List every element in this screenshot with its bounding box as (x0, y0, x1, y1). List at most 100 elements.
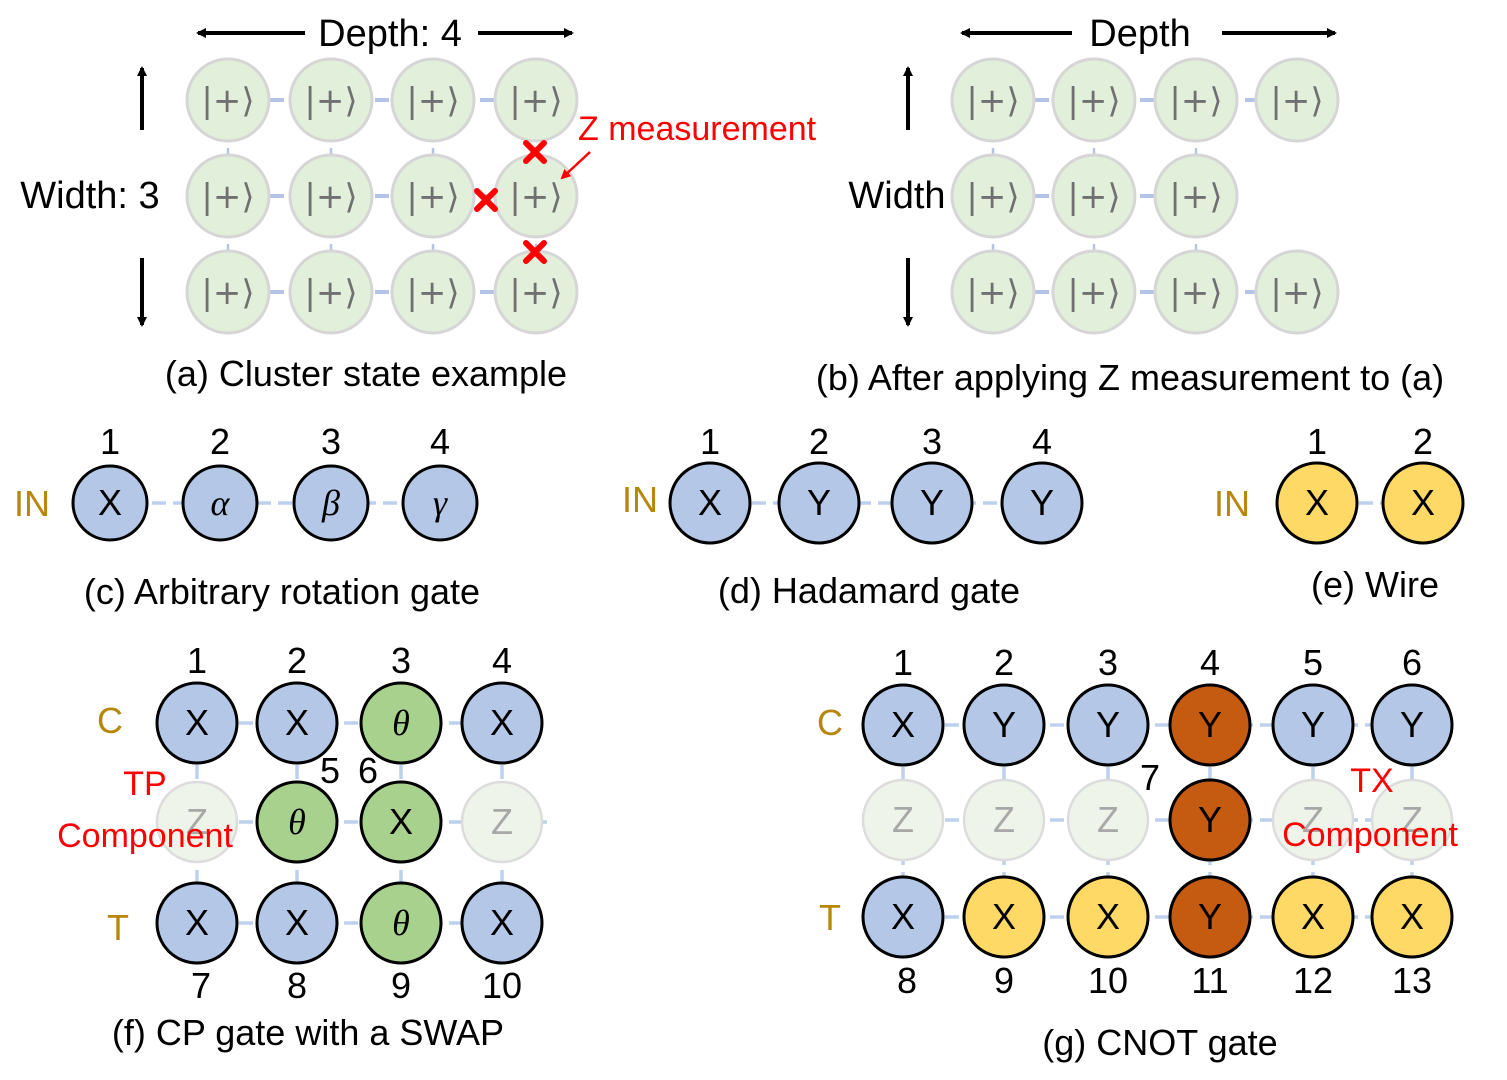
node-g-mid-6-circle (1370, 778, 1454, 862)
node-g-mid-3-label: Z (1097, 799, 1119, 840)
node-d-2-circle (777, 461, 861, 545)
z-measurement-label: Z measurement (578, 110, 817, 148)
node-g-top-2-label: Y (992, 704, 1016, 745)
node-c-3-circle (292, 464, 370, 542)
node-f-bottom-1-circle (155, 881, 239, 965)
index-e-1: 1 (1307, 421, 1327, 462)
caption-a: (a) Cluster state example (165, 353, 567, 394)
node-g-mid-3-circle (1066, 778, 1150, 862)
cluster-node-a-0-0-circle (185, 57, 271, 143)
node-g-bottom-2-circle (962, 875, 1046, 959)
cluster-node-a-0-3: |+⟩ (493, 57, 579, 143)
node-g-top-2-circle (962, 683, 1046, 767)
node-f-mid-3: X (359, 780, 443, 864)
node-f-mid-4-circle (460, 780, 544, 864)
node-e-2: X (1381, 461, 1465, 545)
cluster-node-b-0-0-circle (950, 57, 1036, 143)
cluster-node-b-1-1-label: |+⟩ (1067, 177, 1120, 217)
index-g-bottom-5: 12 (1293, 960, 1333, 1001)
node-g-top-1-label: X (891, 704, 915, 745)
index-f-mid-6: 6 (358, 750, 378, 791)
node-g-bottom-4-circle (1168, 875, 1252, 959)
node-g-mid-6-label: Z (1401, 799, 1423, 840)
cluster-node-b-0-2-circle (1153, 57, 1239, 143)
panel-b: Depth Width |+⟩ |+⟩ |+⟩ |+⟩|+⟩ |+⟩ |+⟩|+⟩ |+⟩ |… (816, 13, 1444, 398)
panel-g: C T 1XZX82YZX93YZX104YYY115YZX126YZX137 … (817, 642, 1458, 1063)
in-label-c: IN (14, 483, 50, 524)
node-e-1-label: X (1305, 482, 1329, 523)
cluster-node-a-1-1: |+⟩ (288, 153, 374, 239)
cluster-node-a-1-0-circle (185, 153, 271, 239)
index-c-2: 2 (210, 421, 230, 462)
width-label: Width: 3 (20, 175, 159, 217)
node-g-top-6-circle (1370, 683, 1454, 767)
cluster-node-b-1-2: |+⟩ (1153, 153, 1239, 239)
index-f-bottom-4: 10 (482, 965, 522, 1006)
node-f-bottom-3: θ (359, 881, 443, 965)
cluster-node-b-1-2-circle (1153, 153, 1239, 239)
cluster-node-b-0-0-label: |+⟩ (966, 81, 1019, 121)
cluster-node-b-1-0-circle (950, 153, 1036, 239)
index-g-mid-7: 7 (1140, 757, 1160, 798)
cluster-node-b-0-2-label: |+⟩ (1169, 81, 1222, 121)
node-g-top-4: Y (1168, 683, 1252, 767)
node-c-3-label: β (321, 483, 340, 523)
width-label-b: Width (848, 175, 945, 217)
panel-e: IN 1 X 2 X (e) Wire (1214, 421, 1465, 605)
node-f-bottom-1-label: X (185, 902, 209, 943)
node-g-bottom-1-label: X (891, 896, 915, 937)
cluster-node-a-2-3: |+⟩ (493, 249, 579, 335)
node-f-bottom-4-circle (460, 881, 544, 965)
node-f-bottom-2: X (255, 881, 339, 965)
index-d-1: 1 (700, 421, 720, 462)
node-f-mid-1-circle (155, 780, 239, 864)
node-g-top-1: X (861, 683, 945, 767)
caption-f: (f) CP gate with a SWAP (112, 1012, 504, 1053)
cluster-node-a-2-2: |+⟩ (390, 249, 476, 335)
cluster-node-a-0-2-label: |+⟩ (406, 81, 459, 121)
cluster-node-b-2-3-circle (1254, 249, 1340, 335)
node-f-mid-4: Z (460, 780, 544, 864)
node-d-1-label: X (698, 482, 722, 523)
index-f-top-4: 4 (492, 640, 512, 681)
cluster-node-a-1-2-label: |+⟩ (406, 177, 459, 217)
cluster-node-b-2-2: |+⟩ (1153, 249, 1239, 335)
tx-component-label: Component (1282, 816, 1458, 854)
cluster-node-a-0-1: |+⟩ (288, 57, 374, 143)
node-g-top-4-label: Y (1198, 704, 1222, 745)
cluster-node-a-2-3-label: |+⟩ (509, 273, 562, 313)
tx-label: TX (1350, 762, 1393, 800)
cluster-node-b-2-1-circle (1051, 249, 1137, 335)
cluster-node-a-0-0: |+⟩ (185, 57, 271, 143)
node-c-4-circle (401, 464, 479, 542)
node-g-bottom-6-label: X (1400, 896, 1424, 937)
cluster-node-a-1-3: |+⟩ (493, 153, 579, 239)
node-d-4-circle (1000, 461, 1084, 545)
node-c-4-label: γ (433, 483, 448, 523)
node-g-top-3: Y (1066, 683, 1150, 767)
node-f-bottom-2-label: X (285, 902, 309, 943)
cluster-node-b-2-1: |+⟩ (1051, 249, 1137, 335)
node-g-mid-2-label: Z (993, 799, 1015, 840)
panel-d: IN 1 X 2 Y 3 Y 4 Y (d) Hadamard gate (622, 421, 1084, 611)
cluster-node-a-2-0-label: |+⟩ (201, 273, 254, 313)
node-c-4: γ (401, 464, 479, 542)
cluster-node-b-0-0: |+⟩ (950, 57, 1036, 143)
index-f-bottom-3: 9 (391, 965, 411, 1006)
caption-b: (b) After applying Z measurement to (a) (816, 357, 1444, 398)
cluster-nodes-b: |+⟩ |+⟩ |+⟩ |+⟩ |+⟩ |+⟩ |+⟩ |+⟩ |+⟩ |+⟩ |+⟩ (950, 57, 1340, 335)
node-c-2: α (181, 464, 259, 542)
index-g-bottom-1: 8 (897, 960, 917, 1001)
t-label-f: T (107, 907, 129, 948)
node-d-4: Y (1000, 461, 1084, 545)
cluster-node-a-2-2-circle (390, 249, 476, 335)
index-c-3: 3 (321, 421, 341, 462)
index-g-bottom-3: 10 (1088, 960, 1128, 1001)
node-f-bottom-3-circle (359, 881, 443, 965)
depth-label-b: Depth (1089, 13, 1190, 55)
node-row-c: 1 X 2 α 3 β 4 γ (71, 421, 479, 542)
cluster-node-a-0-2: |+⟩ (390, 57, 476, 143)
node-f-bottom-3-label: θ (392, 903, 410, 943)
index-d-4: 4 (1032, 421, 1052, 462)
